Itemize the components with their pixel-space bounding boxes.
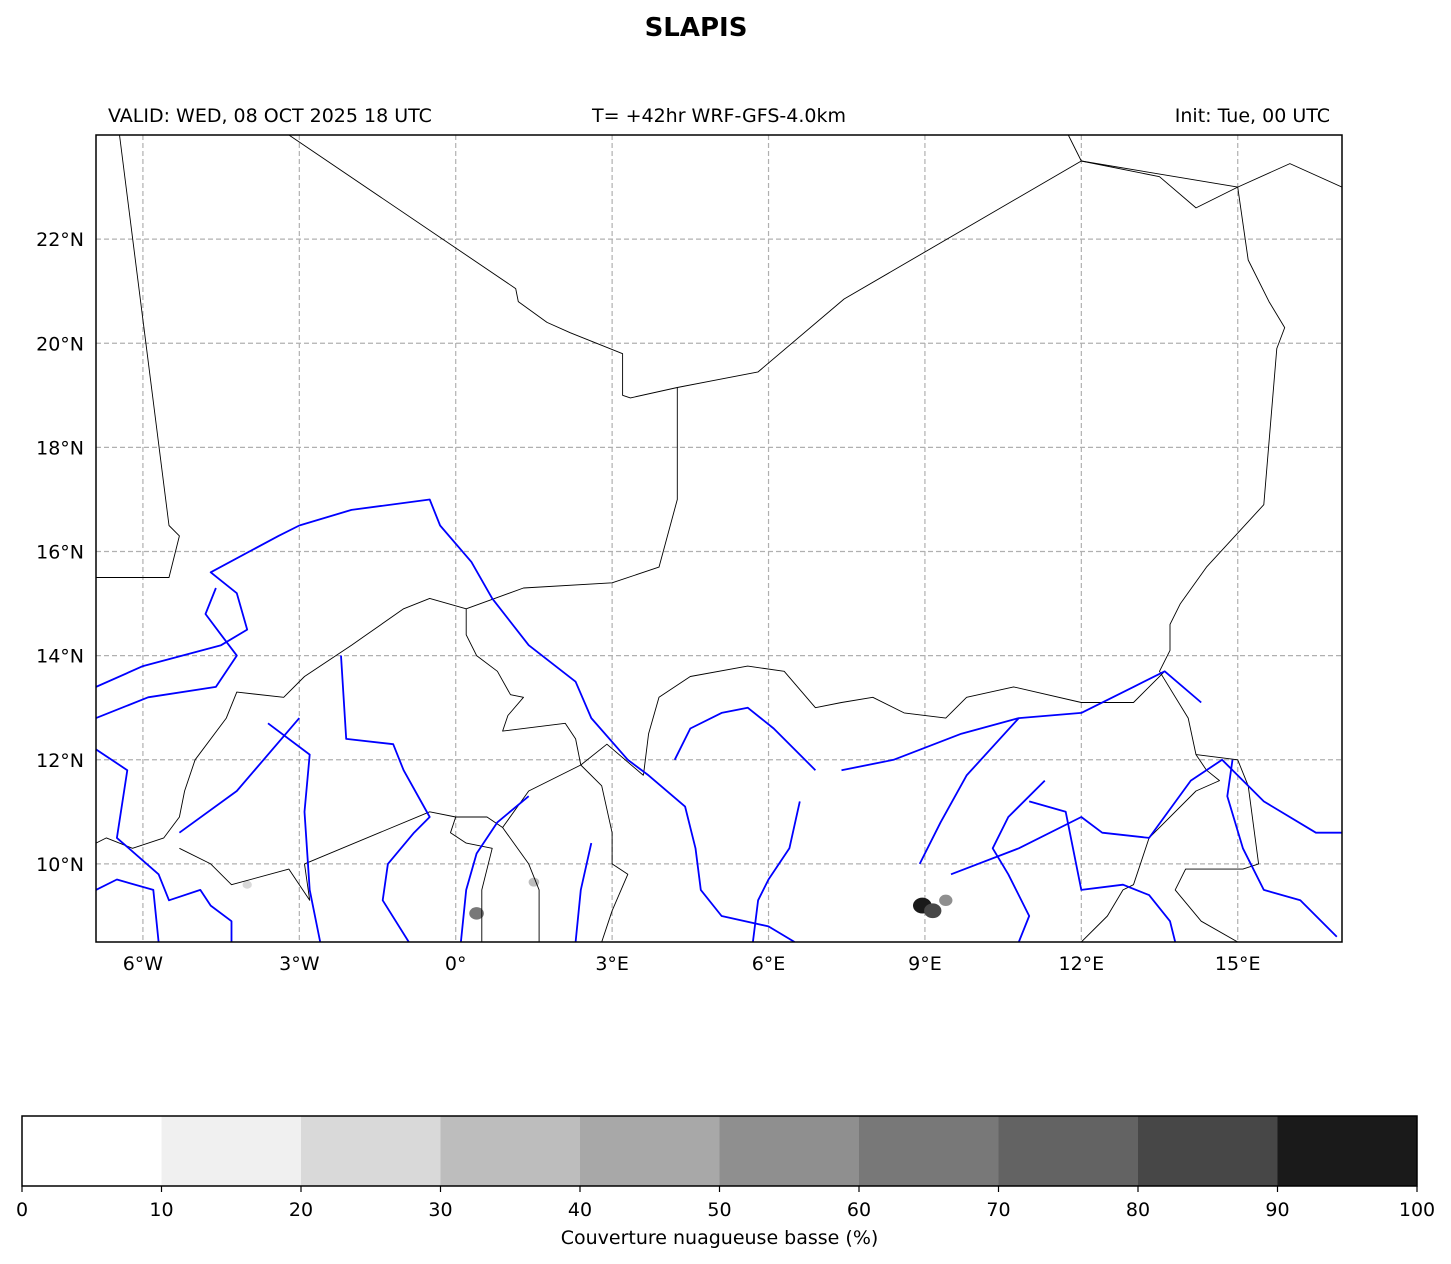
river (673, 706, 817, 771)
lon-tick-label: 15°E (1215, 953, 1261, 975)
colorbar-tick-label: 80 (1126, 1199, 1150, 1221)
colorbar-bin (859, 1116, 999, 1186)
lat-tick-label: 12°N (36, 750, 84, 772)
colorbar-ticks: 0 10 20 30 40 50 60 70 80 90 100 (16, 1186, 1435, 1221)
map-frame (95, 134, 1343, 943)
colorbar-tick-label: 0 (16, 1199, 28, 1221)
lat-tick-label: 20°N (36, 333, 84, 355)
country-border (96, 135, 180, 578)
longitude-ticks: 6°W 3°W 0° 3°E 6°E 9°E 12°E 15°E (123, 953, 1261, 975)
river (991, 779, 1046, 942)
colorbar-bins (22, 1116, 1418, 1186)
colorbar-tick-label: 70 (986, 1199, 1010, 1221)
cloud-cover-spot (939, 894, 953, 907)
colorbar: 0 10 20 30 40 50 60 70 80 90 100 Couverture nuague… (16, 1115, 1435, 1249)
colorbar-tick-label: 100 (1399, 1199, 1435, 1221)
lat-tick-label: 22°N (36, 229, 84, 251)
colorbar-tick-label: 60 (847, 1199, 871, 1221)
colorbar-tick-label: 20 (289, 1199, 313, 1221)
lon-tick-label: 6°W (123, 953, 164, 975)
lat-tick-label: 10°N (36, 854, 84, 876)
river (96, 498, 796, 942)
gridlines (96, 135, 1342, 942)
colorbar-bin (161, 1116, 302, 1186)
lon-tick-label: 9°E (908, 953, 942, 975)
lon-tick-label: 3°W (279, 953, 320, 975)
cloud-cover-spot (242, 880, 252, 889)
country-border (96, 387, 678, 849)
river (1226, 759, 1338, 938)
river (267, 722, 322, 942)
river (96, 748, 233, 942)
lon-tick-label: 6°E (752, 953, 786, 975)
country-borders (96, 135, 1342, 942)
river (96, 878, 160, 942)
colorbar-bin (1138, 1116, 1278, 1186)
country-border (450, 816, 493, 942)
river (96, 587, 238, 719)
country-border (1067, 135, 1238, 209)
river (1028, 800, 1177, 942)
country-border (1080, 187, 1286, 942)
lat-tick-label: 18°N (36, 437, 84, 459)
colorbar-label: Couverture nuagueuse basse (%) (561, 1227, 879, 1249)
river (340, 655, 431, 942)
river (918, 717, 1020, 865)
colorbar-tick-label: 90 (1265, 1199, 1289, 1221)
colorbar-bin (719, 1116, 860, 1186)
colorbar-bin (998, 1116, 1139, 1186)
river (841, 670, 1202, 772)
forecast-lead-label: T= +42hr WRF-GFS-4.0km (591, 105, 846, 127)
map-background (96, 135, 1342, 942)
lon-tick-label: 0° (445, 953, 467, 975)
country-border (288, 135, 1342, 399)
river (950, 758, 1342, 876)
colorbar-bin (580, 1116, 720, 1186)
river (460, 795, 530, 942)
colorbar-bin (22, 1116, 162, 1186)
valid-time-label: VALID: WED, 08 OCT 2025 18 UTC (108, 105, 432, 127)
map-title: SLAPIS (645, 13, 748, 43)
country-border (642, 665, 1166, 776)
country-border (580, 764, 629, 942)
country-border (179, 847, 311, 901)
colorbar-bin (301, 1116, 441, 1186)
country-border (1174, 754, 1260, 942)
river (574, 842, 593, 942)
country-border (304, 764, 582, 865)
colorbar-tick-label: 50 (707, 1199, 731, 1221)
lon-tick-label: 12°E (1058, 953, 1104, 975)
colorbar-tick-label: 40 (568, 1199, 592, 1221)
lat-tick-label: 16°N (36, 542, 84, 564)
lon-tick-label: 3°E (595, 953, 629, 975)
river (178, 717, 300, 834)
cloud-cover-spot (469, 907, 484, 920)
colorbar-tick-label: 10 (149, 1199, 173, 1221)
colorbar-bin (1277, 1116, 1418, 1186)
lat-tick-label: 14°N (36, 646, 84, 668)
colorbar-bin (440, 1116, 581, 1186)
latitude-ticks: 10°N 12°N 14°N 16°N 18°N 20°N 22°N (36, 229, 84, 876)
rivers (96, 498, 1342, 942)
country-border (502, 827, 540, 942)
river (752, 801, 801, 942)
map-panel: 6°W 3°W 0° 3°E 6°E 9°E 12°E 15°E 10°N 12°N 14°N 16… (36, 134, 1343, 975)
init-time-label: Init: Tue, 00 UTC (1175, 105, 1330, 127)
cloud-cover-spot (924, 903, 942, 919)
colorbar-tick-label: 30 (428, 1199, 452, 1221)
